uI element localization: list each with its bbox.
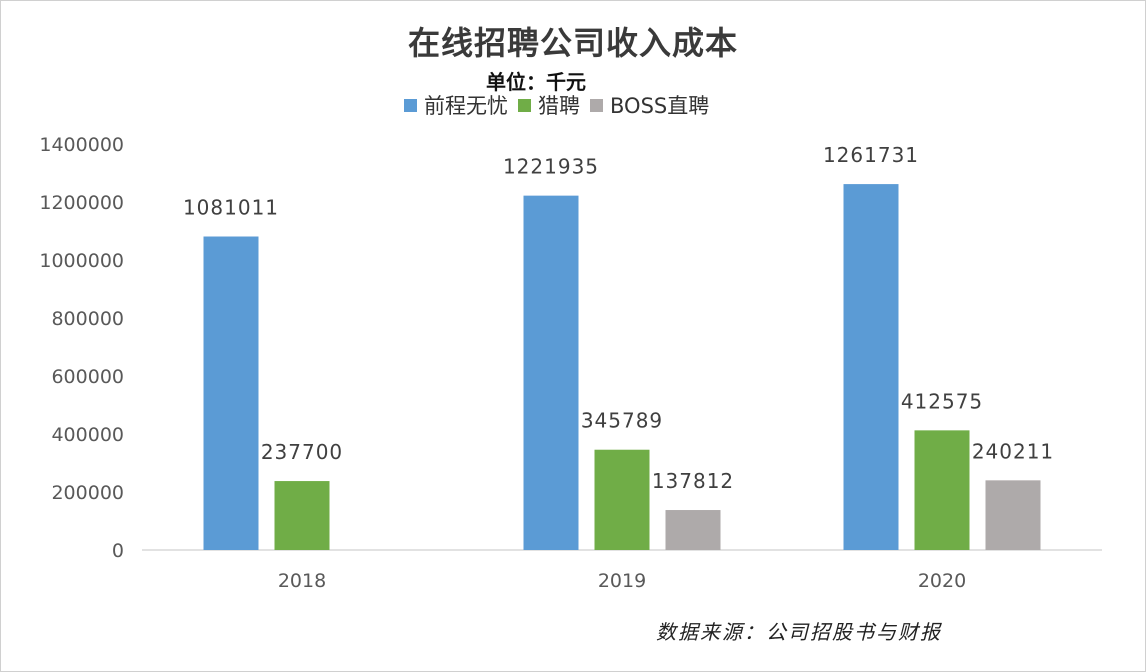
chart-title: 在线招聘公司收入成本	[407, 24, 738, 62]
data-source-note: 数据来源：公司招股书与财报	[656, 620, 942, 644]
data-label: 237700	[261, 440, 343, 464]
legend-label-liepin: 猎聘	[538, 94, 580, 118]
y-tick-label: 1000000	[39, 250, 124, 272]
x-tick-label: 2019	[598, 570, 646, 592]
chart-legend: 前程无忧 猎聘 BOSS直聘	[404, 90, 709, 120]
data-label: 1081011	[183, 196, 279, 220]
bar-1-2018	[274, 481, 330, 550]
legend-swatch-boss	[590, 98, 603, 112]
bar-0-2018	[203, 236, 259, 550]
chart-unit-subtitle: 单位：千元	[486, 70, 586, 94]
bar-0-2020	[843, 184, 899, 550]
bar-2-2019	[665, 510, 721, 550]
y-tick-label: 600000	[51, 366, 124, 388]
legend-item-qiancheng: 前程无忧	[404, 90, 508, 120]
y-tick-label: 0	[112, 540, 124, 562]
data-label: 412575	[901, 389, 983, 413]
legend-label-qiancheng: 前程无忧	[424, 94, 508, 118]
data-label: 1221935	[503, 155, 599, 179]
bar-2-2020	[985, 480, 1041, 550]
data-label: 1261731	[823, 143, 919, 167]
bar-0-2019	[523, 195, 579, 550]
data-label: 137812	[652, 469, 734, 493]
x-tick-label: 2018	[278, 570, 326, 592]
data-label: 345789	[581, 409, 663, 433]
data-label: 240211	[972, 439, 1054, 463]
legend-swatch-liepin	[518, 98, 531, 112]
bar-1-2020	[914, 430, 970, 550]
y-tick-label: 800000	[51, 308, 124, 330]
legend-item-liepin: 猎聘	[518, 90, 580, 120]
y-tick-label: 200000	[51, 482, 124, 504]
bar-1-2019	[594, 449, 650, 550]
legend-swatch-qiancheng	[404, 98, 417, 112]
x-tick-label: 2020	[918, 570, 966, 592]
y-tick-label: 1400000	[39, 134, 124, 156]
y-tick-label: 400000	[51, 424, 124, 446]
legend-item-boss: BOSS直聘	[590, 90, 709, 120]
y-tick-label: 1200000	[39, 192, 124, 214]
legend-label-boss: BOSS直聘	[610, 94, 710, 118]
